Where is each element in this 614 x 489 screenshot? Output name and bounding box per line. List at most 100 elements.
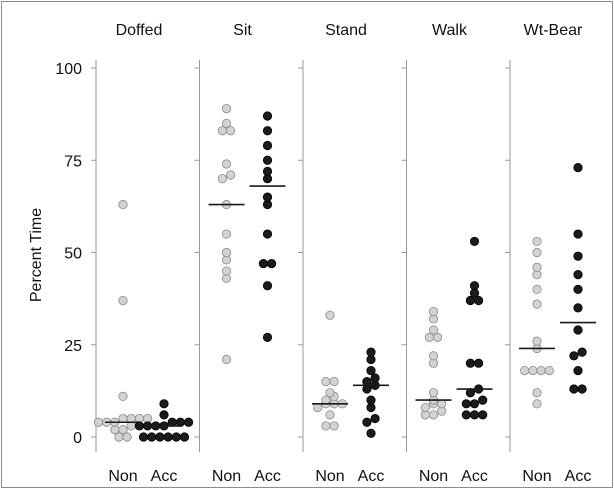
x-category-label: Acc [461,468,488,485]
data-point-non [118,295,128,306]
y-axis-label: Percent Time [28,208,45,302]
x-category-label: Non [108,468,137,485]
panel-title: Wt-Bear [524,22,583,39]
data-point-acc [262,155,273,165]
data-point-acc [573,163,583,173]
data-point-acc [469,281,480,291]
data-point-non [532,247,542,258]
data-point-non [325,388,335,398]
data-point-non [536,365,546,376]
panel-doffed: Doffed Non Acc [91,22,194,485]
data-point-acc [262,111,273,121]
data-point-acc [577,384,587,394]
data-point-acc [469,410,480,420]
data-point-acc [461,399,471,409]
y-tick-label: 0 [73,430,82,447]
data-point-non [325,310,335,320]
data-point-acc [262,332,273,342]
data-point-non [532,299,542,309]
data-point-non [428,306,439,317]
data-point-acc [366,347,376,357]
data-point-non [321,421,331,431]
data-point-non [532,262,542,272]
data-point-non [428,351,439,361]
data-point-non [532,399,542,409]
data-point-non [221,118,232,128]
y-tick-label: 100 [55,61,82,78]
data-point-non [221,266,232,276]
data-point-non [325,410,335,420]
data-point-acc [473,295,484,306]
data-point-non [118,425,128,435]
x-category-label: Acc [358,468,385,485]
x-category-label: Acc [565,468,592,485]
data-point-non [428,325,439,335]
data-point-acc [573,284,583,294]
data-point-non [532,236,542,247]
data-point-acc [577,347,587,357]
data-point-non [428,410,439,420]
data-point-acc [366,428,376,438]
data-point-acc [179,432,190,442]
data-point-acc [461,410,471,420]
data-point-non [532,388,542,398]
data-point-non [221,354,232,365]
data-point-acc [469,399,480,409]
data-point-acc [473,358,484,368]
data-point-acc [262,281,273,291]
data-point-acc [366,365,376,376]
data-point-acc [147,432,157,442]
data-point-acc [573,303,583,313]
panel-wt-bear: Wt-Bear Non Acc [505,22,596,485]
x-category-label: Non [522,468,551,485]
data-point-acc [469,236,480,247]
panel-title: Sit [233,22,252,39]
data-point-non [321,377,331,387]
data-point-acc [258,258,268,269]
x-category-label: Non [212,468,241,485]
data-point-acc [478,395,488,405]
data-point-non [532,284,542,294]
data-point-non [221,229,232,239]
data-point-acc [370,413,380,424]
data-point-acc [478,410,488,420]
data-point-non [428,388,439,398]
data-point-acc [262,166,273,176]
data-point-acc [262,140,273,151]
panel-walk: Walk Non Acc [401,22,493,485]
data-point-acc [569,351,579,361]
data-point-non [520,365,530,376]
data-point-non [432,332,443,342]
data-point-non [532,336,542,346]
data-point-acc [465,358,475,368]
panel-title: Doffed [116,22,163,39]
data-point-non [221,103,232,114]
data-point-acc [569,384,579,394]
data-point-non [118,391,128,402]
x-category-label: Acc [254,468,281,485]
data-point-acc [138,432,149,442]
data-point-non [93,417,104,427]
data-point-non [226,170,236,180]
data-point-acc [262,229,273,239]
panel-stand: Stand Non Acc [298,22,389,485]
data-point-acc [155,432,165,442]
panel-sit: Sit Non Acc [194,22,286,485]
data-point-acc [366,395,376,405]
y-tick-label: 75 [64,153,82,170]
data-point-acc [573,229,583,239]
panels: Doffed Non Acc Sit Non Acc Stand Non Acc Walk Non A… [91,22,596,485]
data-point-acc [573,365,583,376]
data-point-acc [262,192,273,202]
data-point-non [420,402,430,413]
data-point-acc [370,373,380,383]
x-category-label: Non [419,468,448,485]
data-point-non [122,432,132,442]
data-point-non [226,126,236,136]
data-point-non [329,421,339,431]
data-point-acc [159,410,169,420]
data-point-non [217,174,227,184]
data-point-acc [573,251,583,261]
